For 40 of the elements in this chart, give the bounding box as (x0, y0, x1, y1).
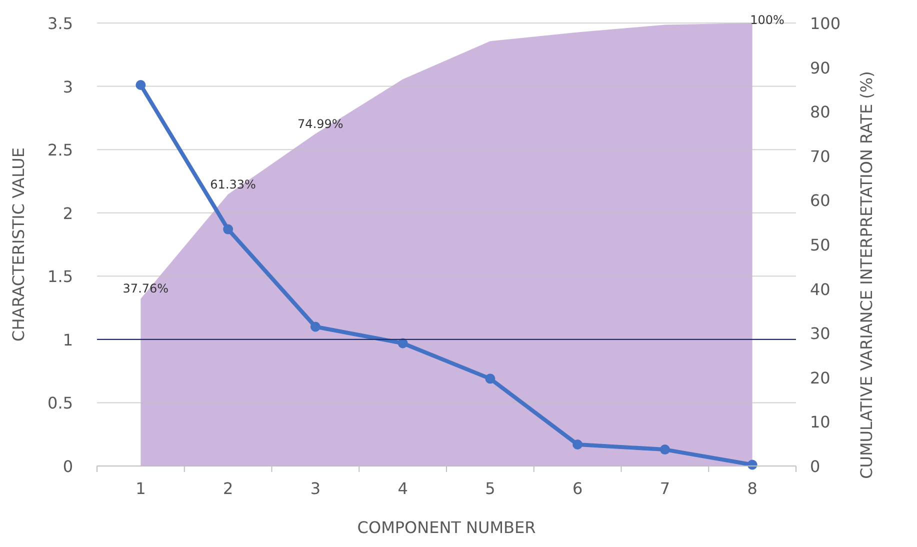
point (572, 439, 583, 450)
data-label: 61.33% (210, 177, 256, 192)
y2-tick-label: 10 (810, 412, 830, 432)
y2-axis-title: CUMULATIVE VARIANCE INTERPRETATION RATE (%) (856, 70, 877, 481)
y-tick-label: 3.5 (48, 14, 73, 33)
y-axis-title: CHARACTERISTIC VALUE (9, 148, 28, 342)
data-label: 37.76% (122, 282, 169, 296)
y2-tick-label: 0 (810, 457, 820, 476)
y-tick-label: 0.5 (48, 394, 73, 413)
x-tick-label: 4 (398, 479, 408, 498)
y2-tick-label: 100 (810, 14, 841, 33)
y-tick-label: 2 (62, 204, 73, 223)
point (660, 444, 670, 455)
point (136, 80, 146, 90)
x-tick-label: 7 (660, 479, 670, 498)
y2-tick-label: 70 (810, 146, 830, 166)
x-tick-label: 5 (485, 479, 496, 498)
x-tick-label: 1 (136, 479, 146, 498)
x-tick-label: 6 (572, 479, 583, 498)
y2-tick-label: 50 (810, 236, 830, 254)
point (223, 224, 234, 234)
y2-tick-label: 30 (810, 324, 830, 344)
data-label: 74.99% (298, 116, 344, 131)
y-tick-label: 1 (62, 330, 73, 350)
y2-tick-label: 60 (810, 191, 830, 210)
y-tick-label: 2.5 (48, 140, 73, 160)
point (310, 322, 320, 332)
y-tick-label: 0 (62, 457, 73, 476)
y-tick-label: 3 (62, 77, 73, 96)
y2-tick-label: 80 (810, 102, 830, 122)
x-tick-label: 2 (222, 479, 234, 498)
y-tick-label: 1.5 (48, 267, 73, 286)
y2-tick-label: 90 (810, 58, 830, 78)
x-tick-label: 8 (747, 479, 758, 498)
point (485, 374, 496, 384)
x-axis-title: COMPONENT NUMBER (357, 518, 536, 537)
y2-tick-label: 20 (810, 368, 830, 388)
x-tick-label: 3 (310, 479, 321, 498)
data-label: 100% (750, 13, 784, 27)
y2-tick-label: 40 (810, 280, 830, 299)
